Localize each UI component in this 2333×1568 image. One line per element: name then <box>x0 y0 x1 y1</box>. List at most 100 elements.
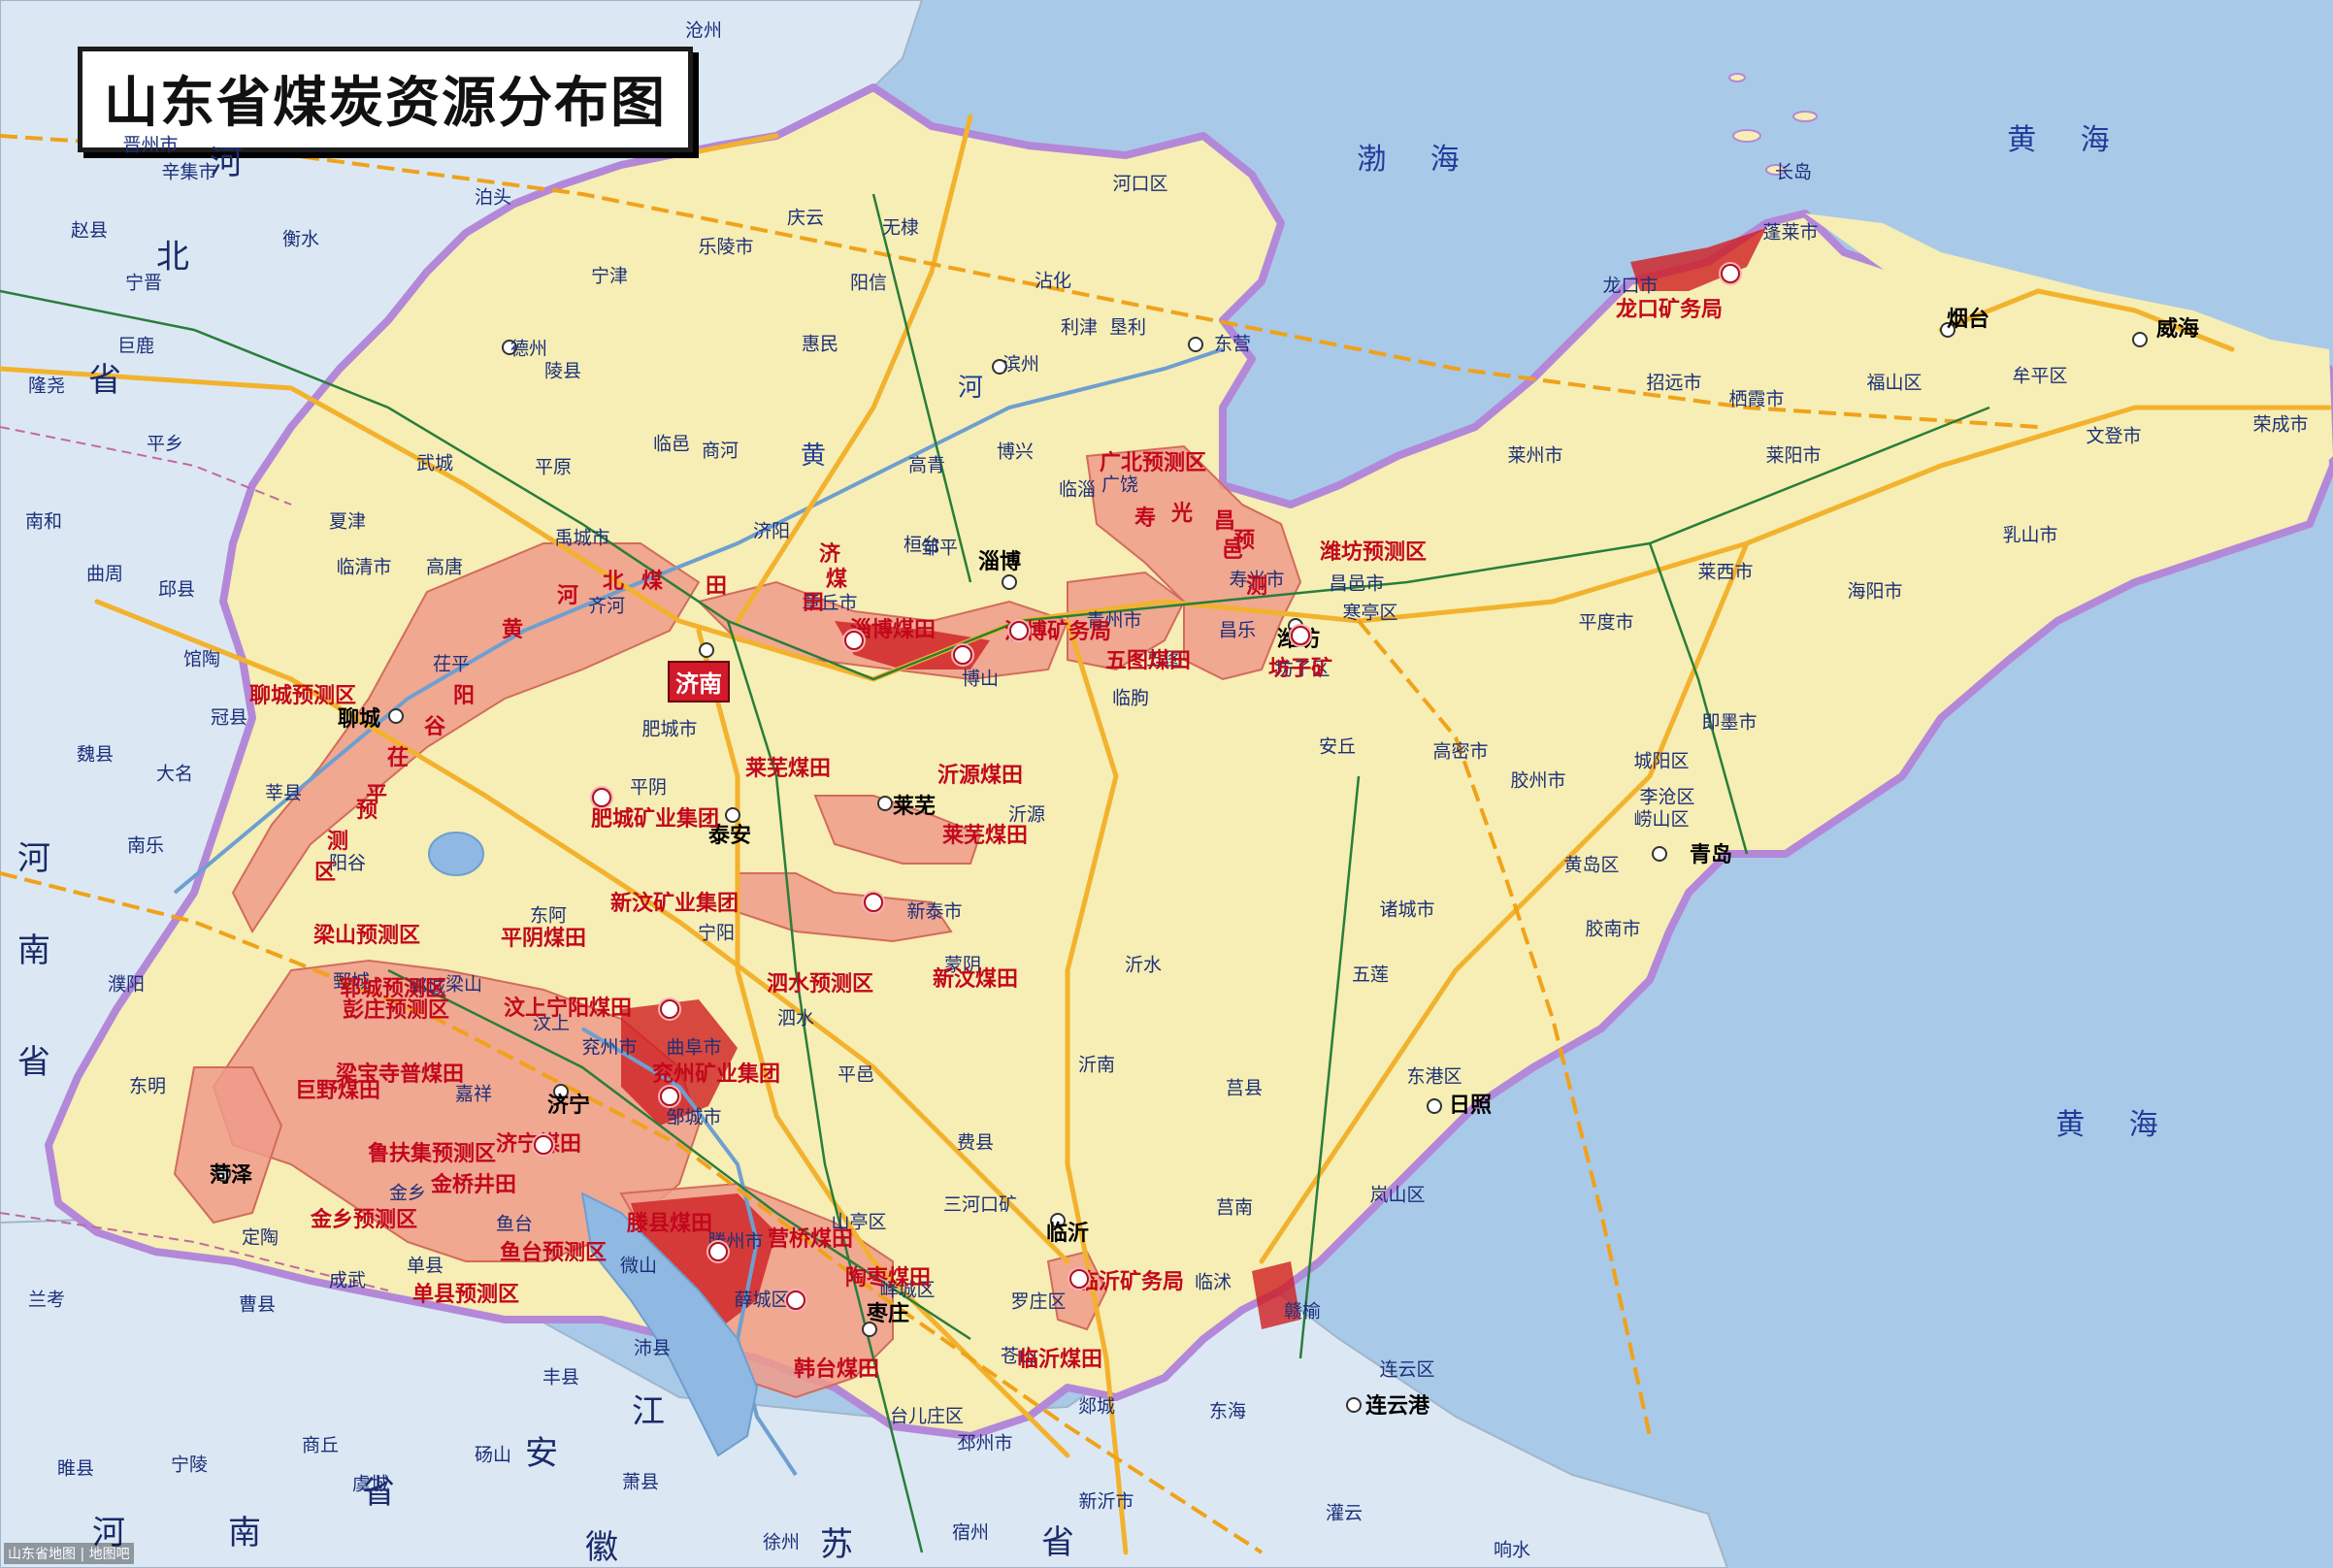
coal-field-shape[interactable] <box>1085 444 1302 681</box>
city-label[interactable]: 利津 <box>1060 316 1099 339</box>
city-label[interactable]: 峄城区 <box>879 1279 936 1301</box>
coal-label[interactable]: 梁宝寺普煤田 <box>335 1062 465 1087</box>
city-label[interactable]: 李沧区 <box>1639 786 1695 808</box>
city-label[interactable]: 南和 <box>24 510 63 533</box>
city-dot-zibo[interactable] <box>1002 574 1017 590</box>
mine-marker[interactable] <box>660 999 679 1019</box>
city-label-qingdao[interactable]: 青岛 <box>1689 843 1733 867</box>
city-label[interactable]: 乳山市 <box>2002 524 2058 546</box>
city-label[interactable]: 赵县 <box>70 219 109 242</box>
city-label[interactable]: 高密市 <box>1432 740 1489 763</box>
city-label[interactable]: 冠县 <box>210 706 248 729</box>
city-label[interactable]: 崂山区 <box>1633 808 1690 831</box>
city-label[interactable]: 沛县 <box>633 1337 672 1359</box>
coal-label[interactable]: 韩台煤田 <box>793 1357 880 1382</box>
coal-field-shape[interactable] <box>173 1066 283 1225</box>
city-label-zibo[interactable]: 淄博 <box>977 550 1022 574</box>
coal-label[interactable]: 阳 <box>452 684 476 708</box>
coal-label[interactable]: 营桥煤田 <box>767 1227 854 1252</box>
coal-label[interactable]: 河 <box>556 584 579 608</box>
city-label[interactable]: 齐河 <box>587 595 626 617</box>
city-label[interactable]: 莱州市 <box>1507 444 1563 467</box>
city-label[interactable]: 商丘 <box>301 1434 340 1456</box>
city-label[interactable]: 巨鹿 <box>116 335 155 357</box>
city-label[interactable]: 即墨市 <box>1701 711 1758 734</box>
coal-label[interactable]: 邑 <box>1221 539 1244 563</box>
city-label-jinan[interactable]: 济南 <box>668 661 730 702</box>
city-label[interactable]: 虞城 <box>351 1473 390 1495</box>
coal-label[interactable]: 区 <box>313 861 337 885</box>
city-label[interactable]: 微山 <box>619 1255 658 1277</box>
city-label[interactable]: 郯城 <box>1077 1395 1116 1418</box>
coal-label[interactable]: 谷 <box>423 715 446 739</box>
city-label[interactable]: 辛集市 <box>161 161 217 183</box>
city-label[interactable]: 罗庄区 <box>1010 1290 1067 1313</box>
coal-label[interactable]: 鲁扶集预测区 <box>367 1142 497 1166</box>
city-label[interactable]: 福山区 <box>1866 372 1922 394</box>
coal-label[interactable]: 煤 <box>825 568 848 592</box>
city-label[interactable]: 南乐 <box>126 834 165 857</box>
coal-label[interactable]: 测 <box>326 830 349 854</box>
city-label[interactable]: 鄄城 <box>332 970 371 993</box>
city-label[interactable]: 金乡 <box>388 1182 427 1204</box>
coal-label[interactable]: 临沂煤田 <box>1016 1348 1103 1372</box>
coal-label[interactable]: 彭庄预测区 <box>342 998 450 1023</box>
city-dot-jining[interactable] <box>553 1084 569 1099</box>
city-label[interactable]: 赣榆 <box>1283 1300 1322 1323</box>
city-label[interactable]: 平乡 <box>146 433 184 455</box>
city-label[interactable]: 宁津 <box>590 265 629 287</box>
coal-label[interactable]: 临沂矿务局 <box>1076 1270 1185 1294</box>
city-label[interactable]: 嘉祥 <box>454 1083 493 1105</box>
city-label[interactable]: 汶上 <box>532 1012 571 1034</box>
city-dot-jinan[interactable] <box>699 642 714 658</box>
city-label[interactable]: 五莲 <box>1351 964 1390 986</box>
mine-marker[interactable] <box>1069 1269 1089 1289</box>
city-label[interactable]: 沂水 <box>1124 954 1163 976</box>
city-label[interactable]: 宿州 <box>951 1521 990 1544</box>
city-label[interactable]: 兰考 <box>27 1289 66 1311</box>
city-label-liaocheng[interactable]: 聊城 <box>337 707 381 732</box>
city-label[interactable]: 寿光市 <box>1229 569 1285 591</box>
city-label[interactable]: 肥城市 <box>641 718 698 740</box>
city-label-jining[interactable]: 济宁 <box>546 1094 591 1118</box>
coal-label[interactable]: 巨野煤田 <box>294 1079 381 1103</box>
coal-label[interactable]: 滕县煤田 <box>626 1212 713 1236</box>
city-label[interactable]: 响水 <box>1493 1539 1531 1561</box>
city-label-taian[interactable]: 泰安 <box>707 824 752 848</box>
city-label[interactable]: 寒亭区 <box>1342 602 1398 624</box>
city-label[interactable]: 徐州 <box>762 1531 801 1553</box>
coal-label[interactable]: 平 <box>365 783 388 807</box>
city-dot-rizhao[interactable] <box>1427 1098 1442 1114</box>
city-label[interactable]: 蒙阴 <box>943 954 982 976</box>
coal-label[interactable]: 茌 <box>386 746 410 770</box>
city-label-heze[interactable]: 菏泽 <box>209 1163 253 1188</box>
city-label[interactable]: 定陶 <box>241 1226 279 1249</box>
city-label[interactable]: 山亭区 <box>831 1211 887 1233</box>
city-label[interactable]: 邱县 <box>157 578 196 601</box>
mine-marker[interactable] <box>660 1087 679 1106</box>
city-label[interactable]: 隆尧 <box>27 375 66 397</box>
city-label-rizhao[interactable]: 日照 <box>1448 1094 1493 1118</box>
city-label[interactable]: 禹城市 <box>554 527 610 549</box>
city-label[interactable]: 东阿 <box>529 904 568 927</box>
city-label[interactable]: 东海 <box>1208 1400 1247 1422</box>
city-label[interactable]: 曹县 <box>238 1293 277 1316</box>
city-label[interactable]: 睢县 <box>56 1457 95 1480</box>
city-label[interactable]: 临邑 <box>652 433 691 455</box>
city-label[interactable]: 濮阳 <box>107 973 146 996</box>
coal-label[interactable]: 梁山预测区 <box>312 924 421 948</box>
city-label[interactable]: 高唐 <box>425 556 464 578</box>
city-label[interactable]: 莱阳市 <box>1765 444 1822 467</box>
coal-label[interactable]: 淄博矿务局 <box>1003 620 1112 644</box>
city-label[interactable]: 临朐 <box>1111 687 1150 709</box>
coal-field-shape[interactable] <box>1067 571 1186 671</box>
coal-label[interactable]: 单县预测区 <box>411 1283 520 1307</box>
coal-label[interactable]: 聊城预测区 <box>248 684 357 708</box>
city-label[interactable]: 邳州市 <box>957 1432 1013 1454</box>
coal-label[interactable]: 龙口矿务局 <box>1615 298 1724 322</box>
city-label[interactable]: 邹城市 <box>666 1106 722 1128</box>
coal-label[interactable]: 北 <box>602 570 625 594</box>
city-label[interactable]: 龙口市 <box>1602 275 1659 297</box>
